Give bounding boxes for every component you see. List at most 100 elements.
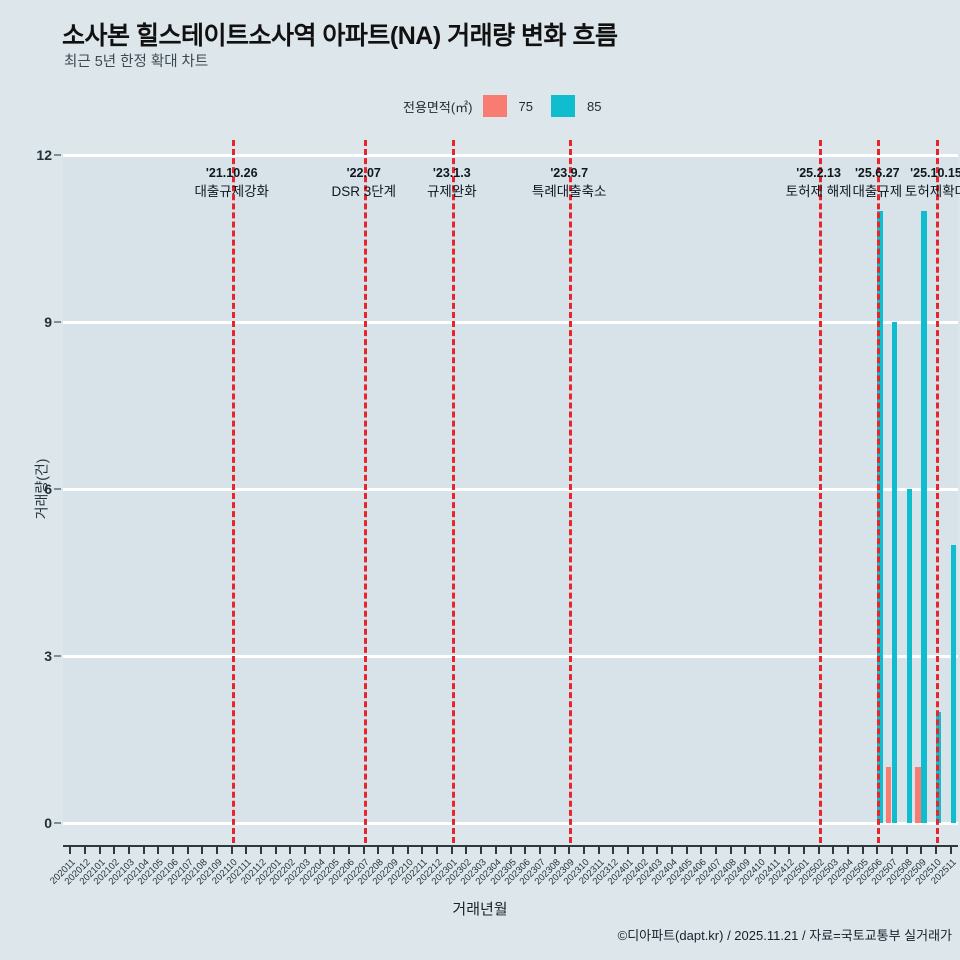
x-tick-202304 — [494, 845, 497, 854]
x-tick-202309 — [568, 845, 571, 854]
x-tick-202409 — [744, 845, 747, 854]
x-tick-202410 — [758, 845, 761, 854]
x-tick-202108 — [201, 845, 204, 854]
x-tick-202307 — [538, 845, 541, 854]
y-tick-label-0: 0 — [44, 815, 52, 831]
gridline-12 — [63, 153, 958, 157]
x-tick-202209 — [392, 845, 395, 854]
x-tick-202510 — [934, 845, 937, 854]
x-tick-202104 — [142, 845, 145, 854]
x-tick-202401 — [626, 845, 629, 854]
event-line-7 — [935, 140, 939, 843]
x-tick-202107 — [186, 845, 189, 854]
legend-swatch-75 — [482, 95, 507, 117]
x-tick-202011 — [69, 845, 72, 854]
x-tick-202111 — [245, 845, 248, 854]
x-axis-title: 거래년월 — [452, 901, 508, 918]
x-tick-202405 — [685, 845, 688, 854]
x-tick-202208 — [377, 845, 380, 854]
bar[interactable] — [906, 489, 913, 823]
x-tick-202303 — [480, 845, 483, 854]
x-tick-202109 — [216, 845, 219, 854]
x-tick-202206 — [348, 845, 351, 854]
plot-area: 0 3 6 9 12 거래량(건) '21.10.26 대출규제강화 '22.07 DSR 3… — [33, 140, 960, 843]
x-tick-202406 — [700, 845, 703, 854]
bar[interactable] — [915, 767, 921, 823]
x-tick-202506 — [876, 845, 879, 854]
x-tick-202503 — [832, 845, 835, 854]
x-tick-202306 — [524, 845, 527, 854]
x-tick-202203 — [304, 845, 307, 854]
legend-swatch-85 — [550, 95, 575, 117]
x-tick-202106 — [172, 845, 175, 854]
x-tick-202211 — [421, 845, 424, 854]
x-tick-202112 — [260, 845, 263, 854]
x-tick-202202 — [289, 845, 292, 854]
y-tick-label-3: 3 — [44, 648, 52, 664]
y-axis-title: 거래량(건) — [33, 458, 50, 520]
y-tick-mark-6 — [54, 488, 61, 490]
y-tick-label-9: 9 — [44, 314, 52, 330]
x-tick-202201 — [274, 845, 277, 854]
bars-layer — [63, 155, 958, 823]
event-line-4 — [569, 140, 573, 843]
x-tick-202412 — [788, 845, 791, 854]
x-tick-202402 — [641, 845, 644, 854]
bar[interactable] — [885, 767, 892, 823]
x-tick-202301 — [450, 845, 453, 854]
x-tick-202312 — [612, 845, 615, 854]
x-tick-202212 — [436, 845, 439, 854]
x-tick-202204 — [318, 845, 321, 854]
y-tick-mark-9 — [54, 321, 61, 323]
page-title: 소사본 힐스테이트소사역 아파트(NA) 거래량 변화 흐름 — [62, 22, 618, 50]
x-tick-202105 — [157, 845, 160, 854]
x-tick-202103 — [128, 845, 131, 854]
gridline-3 — [63, 654, 958, 658]
legend-item-75[interactable]: 75 — [482, 95, 533, 117]
x-tick-202210 — [406, 845, 409, 854]
page-subtitle: 최근 5년 한정 확대 차트 — [64, 54, 209, 70]
x-tick-202012 — [84, 845, 86, 854]
legend-title: 전용면적(㎡) — [403, 99, 473, 115]
event-line-1 — [231, 140, 235, 843]
x-tick-202308 — [553, 845, 556, 854]
x-tick-202302 — [465, 845, 468, 854]
x-tick-202311 — [597, 845, 600, 854]
bar[interactable] — [891, 322, 898, 823]
event-line-6 — [877, 140, 881, 843]
x-tick-202205 — [333, 845, 336, 854]
x-tick-202505 — [861, 845, 864, 854]
footer-credit: ©디아파트(dapt.kr) / 2025.11.21 / 자료=국토교통부 실… — [617, 928, 952, 943]
x-tick-202207 — [362, 845, 365, 854]
gridline-6 — [63, 487, 958, 491]
y-tick-label-12: 12 — [36, 147, 52, 163]
x-tick-202305 — [509, 845, 512, 854]
x-tick-202504 — [846, 845, 849, 854]
y-tick-mark-12 — [54, 154, 61, 156]
x-tick-202501 — [802, 845, 805, 854]
legend-label-85: 85 — [586, 98, 602, 114]
event-line-2 — [363, 140, 367, 843]
x-tick-202102 — [113, 845, 116, 854]
x-tick-202310 — [582, 845, 585, 854]
legend-label-75: 75 — [518, 98, 533, 114]
x-tick-202404 — [670, 845, 673, 854]
x-tick-202110 — [230, 845, 233, 854]
event-line-3 — [451, 140, 455, 843]
x-tick-202411 — [773, 845, 776, 854]
legend-item-85[interactable]: 85 — [550, 95, 602, 117]
legend: 전용면적(㎡) 75 85 — [403, 95, 619, 117]
bar[interactable] — [950, 544, 957, 823]
x-tick-202408 — [729, 845, 732, 854]
y-tick-mark-3 — [54, 655, 61, 657]
gridline-9 — [63, 320, 958, 324]
bar[interactable] — [921, 210, 927, 823]
x-tick-202101 — [98, 845, 101, 854]
x-tick-202507 — [890, 845, 893, 854]
x-tick-202407 — [714, 845, 717, 854]
y-tick-label-6: 6 — [44, 481, 52, 497]
x-tick-202509 — [920, 845, 923, 854]
x-tick-202403 — [656, 845, 659, 854]
x-tick-202502 — [817, 845, 820, 854]
